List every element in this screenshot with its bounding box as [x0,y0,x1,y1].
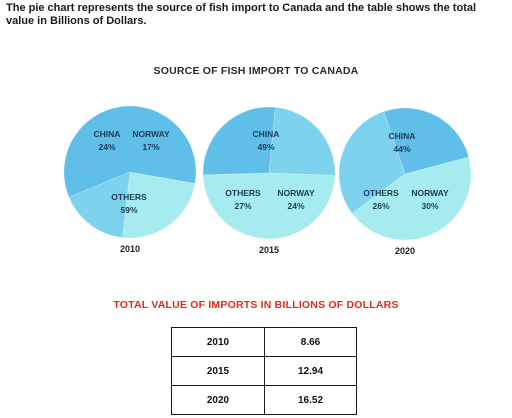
table-row: 2020 16.52 [171,385,357,415]
pie-slice-2020-norway [338,111,406,214]
value-cell: 8.66 [264,327,357,357]
pie-charts: CHINA 24% NORWAY 17% OTHERS 59% 2010 CHINA 49% OT… [63,105,472,256]
pie-slice-2010-china [122,171,196,239]
slice-value-label: 44% [393,144,410,154]
table-row: 2015 12.94 [171,356,357,386]
year-cell: 2010 [171,327,265,357]
chart-title: SOURCE OF FISH IMPORT TO CANADA [153,65,359,77]
pie-slice-2015-norway [268,106,336,176]
slice-label: CHINA [94,129,121,139]
intro-text: The pie chart represents the source of f… [6,2,477,27]
year-cell: 2020 [171,385,265,415]
slice-value-label: 59% [120,205,137,215]
pie-slice-2015-others [202,106,276,176]
slice-value-label: 24% [98,142,115,152]
slice-label: OTHERS [111,192,147,202]
pie-slice-2020-others [383,107,470,175]
value-cell: 12.94 [264,356,357,386]
pie-slice-2015-china [202,172,336,240]
pie-year-label: 2010 [120,244,140,254]
pie-year-label: 2015 [259,245,279,255]
slice-label: CHINA [389,131,416,141]
table-row: 2010 8.66 [171,327,357,357]
pie-slice-2020-china [351,156,472,241]
slice-value-label: 17% [142,142,159,152]
slice-label: NORWAY [132,129,170,139]
slice-value-label: 26% [372,201,389,211]
pie-slice-2010-others [63,105,197,198]
slice-value-label: 27% [234,201,251,211]
import-value-table: 2010 8.66 2015 12.94 2020 16.52 [171,327,357,415]
pie-year-label: 2020 [395,246,415,256]
slice-label: NORWAY [411,188,449,198]
slice-label: OTHERS [363,188,399,198]
year-cell: 2015 [171,356,265,386]
slice-value-label: 30% [421,201,438,211]
table-title: TOTAL VALUE OF IMPORTS IN BILLIONS OF DO… [113,299,399,311]
slice-label: OTHERS [225,188,261,198]
slice-value-label: 24% [287,201,304,211]
slice-label: NORWAY [277,188,315,198]
pie-slice-2010-norway [68,171,131,238]
value-cell: 16.52 [264,385,357,415]
slice-value-label: 49% [257,142,274,152]
slice-label: CHINA [253,129,280,139]
